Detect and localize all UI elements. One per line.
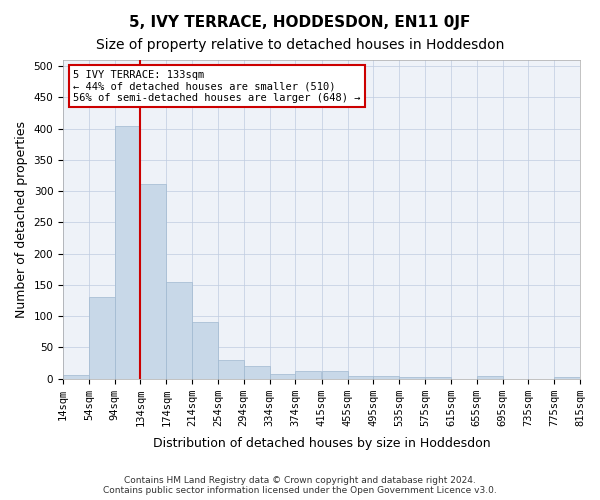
Text: 5 IVY TERRACE: 133sqm
← 44% of detached houses are smaller (510)
56% of semi-det: 5 IVY TERRACE: 133sqm ← 44% of detached … (73, 70, 361, 103)
Bar (554, 377, 580, 378)
Bar (373, 376, 399, 378)
Bar (89, 298, 115, 378)
Text: Contains HM Land Registry data © Crown copyright and database right 2024.
Contai: Contains HM Land Registry data © Crown c… (103, 476, 497, 495)
Bar (269, 374, 295, 378)
X-axis label: Distribution of detached houses by size in Hoddesdon: Distribution of detached houses by size … (153, 437, 490, 450)
Bar (477, 376, 503, 378)
Bar (244, 366, 269, 378)
Bar (115, 126, 140, 378)
Bar (140, 184, 166, 378)
Bar (322, 370, 347, 378)
Text: 5, IVY TERRACE, HODDESDON, EN11 0JF: 5, IVY TERRACE, HODDESDON, EN11 0JF (130, 15, 470, 30)
Bar (192, 322, 218, 378)
Bar (218, 360, 244, 378)
Text: Size of property relative to detached houses in Hoddesdon: Size of property relative to detached ho… (96, 38, 504, 52)
Bar (347, 376, 373, 378)
Y-axis label: Number of detached properties: Number of detached properties (15, 121, 28, 318)
Bar (166, 282, 192, 378)
Bar (63, 375, 89, 378)
Bar (295, 370, 321, 378)
